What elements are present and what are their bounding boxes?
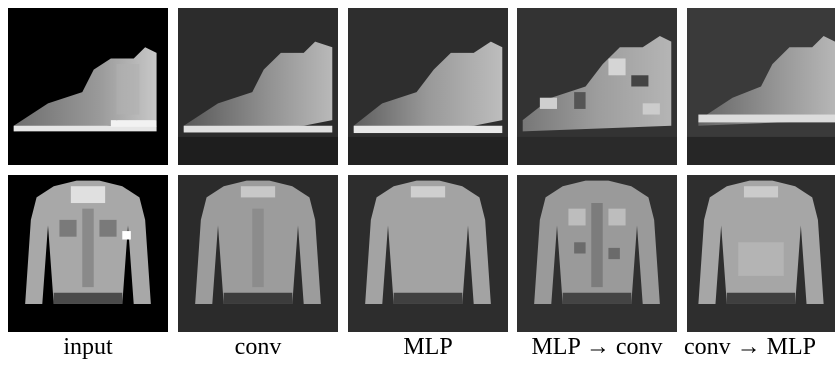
column-label-mlp: MLP (403, 334, 453, 360)
column-label-input: input (63, 334, 113, 360)
tile-shirt-mlp-conv (517, 175, 677, 332)
tile-boot-conv (178, 8, 338, 165)
tile-boot-conv-mlp (687, 8, 835, 165)
tile-boot-mlp-conv (517, 8, 677, 165)
tile-shirt-input (8, 175, 168, 332)
tile-boot-mlp (348, 8, 508, 165)
tile-shirt-conv-mlp (687, 175, 835, 332)
column-label-mlp-conv: MLP → conv (531, 334, 663, 360)
column-label-conv: conv (234, 334, 282, 360)
column-label-conv-mlp: conv → MLP (684, 334, 816, 360)
tile-shirt-conv (178, 175, 338, 332)
tile-boot-input (8, 8, 168, 165)
tile-shirt-mlp (348, 175, 508, 332)
